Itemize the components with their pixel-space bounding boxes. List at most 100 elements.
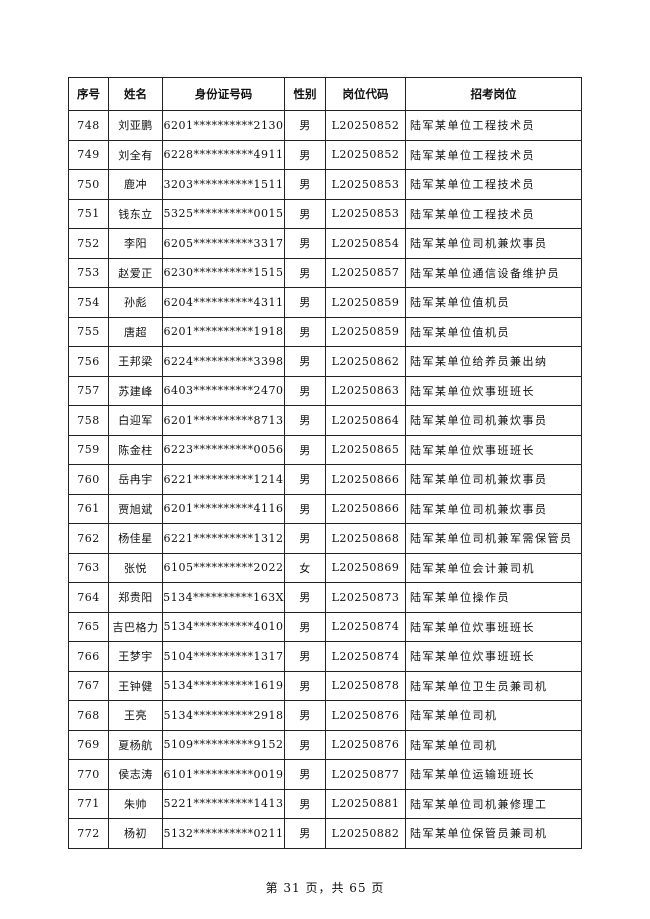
table-row: 754 孙彪 6204**********4311 男 L20250859 陆军某单位值机… (68, 287, 582, 318)
cell-name: 王邦梁 (108, 346, 163, 377)
cell-index: 766 (68, 641, 109, 672)
table-row: 760 岳冉宇 6221**********1214 男 L20250866 陆军某单位司… (68, 464, 582, 495)
table-row: 752 李阳 6205**********3317 男 L20250854 陆军某单位司机… (68, 228, 582, 259)
cell-index: 750 (68, 169, 109, 200)
cell-index: 758 (68, 405, 109, 436)
cell-position-code: L20250853 (325, 169, 406, 200)
table-row: 764 郑贵阳 5134**********163X 男 L20250873 陆军某单位操… (68, 582, 582, 613)
cell-index: 749 (68, 139, 109, 170)
cell-position-code: L20250876 (325, 729, 406, 760)
header-position: 招考岗位 (405, 77, 582, 111)
cell-position-code: L20250866 (325, 493, 406, 524)
cell-index: 768 (68, 700, 109, 731)
table-row: 763 张悦 6105**********2022 女 L20250869 陆军某单位会计… (68, 552, 582, 583)
cell-id-number: 6223**********0056 (162, 434, 285, 465)
table-row: 771 朱帅 5221**********1413 男 L20250881 陆军某单位司机… (68, 788, 582, 819)
cell-name: 杨佳星 (108, 523, 163, 554)
cell-id-number: 6201**********4116 (162, 493, 285, 524)
cell-position-code: L20250854 (325, 228, 406, 259)
cell-name: 杨初 (108, 818, 163, 849)
cell-position: 陆军某单位工程技术员 (405, 198, 582, 229)
cell-position-code: L20250865 (325, 434, 406, 465)
cell-name: 王钟健 (108, 670, 163, 701)
table-row: 770 侯志涛 6101**********0019 男 L20250877 陆军某单位运… (68, 759, 582, 790)
cell-position-code: L20250866 (325, 464, 406, 495)
cell-id-number: 5325**********0015 (162, 198, 285, 229)
header-position-code: 岗位代码 (325, 77, 406, 111)
cell-gender: 男 (284, 110, 326, 141)
cell-gender: 男 (284, 228, 326, 259)
cell-id-number: 6105**********2022 (162, 552, 285, 583)
cell-gender: 男 (284, 729, 326, 760)
header-gender: 性别 (284, 77, 326, 111)
table-row: 768 王亮 5134**********2918 男 L20250876 陆军某单位司机 (68, 700, 582, 731)
cell-id-number: 6221**********1312 (162, 523, 285, 554)
cell-id-number: 6403**********2470 (162, 375, 285, 406)
cell-index: 751 (68, 198, 109, 229)
cell-position-code: L20250878 (325, 670, 406, 701)
cell-id-number: 6101**********0019 (162, 759, 285, 790)
cell-position: 陆军某单位会计兼司机 (405, 552, 582, 583)
table-row: 757 苏建峰 6403**********2470 男 L20250863 陆军某单位炊… (68, 375, 582, 406)
cell-gender: 男 (284, 139, 326, 170)
cell-gender: 男 (284, 198, 326, 229)
cell-position-code: L20250868 (325, 523, 406, 554)
cell-index: 763 (68, 552, 109, 583)
cell-id-number: 6224**********3398 (162, 346, 285, 377)
cell-gender: 男 (284, 788, 326, 819)
cell-name: 朱帅 (108, 788, 163, 819)
cell-name: 王亮 (108, 700, 163, 731)
cell-gender: 男 (284, 493, 326, 524)
cell-name: 陈金柱 (108, 434, 163, 465)
cell-id-number: 6228**********4911 (162, 139, 285, 170)
cell-position-code: L20250869 (325, 552, 406, 583)
cell-name: 鹿冲 (108, 169, 163, 200)
cell-gender: 女 (284, 552, 326, 583)
cell-gender: 男 (284, 169, 326, 200)
cell-id-number: 6230**********1515 (162, 257, 285, 288)
cell-position: 陆军某单位司机兼炊事员 (405, 464, 582, 495)
table-row: 772 杨初 5132**********0211 男 L20250882 陆军某单位保管… (68, 818, 582, 849)
cell-position: 陆军某单位运输班班长 (405, 759, 582, 790)
table-row: 759 陈金柱 6223**********0056 男 L20250865 陆军某单位炊… (68, 434, 582, 465)
table-row: 755 唐超 6201**********1918 男 L20250859 陆军某单位值机… (68, 316, 582, 347)
cell-position: 陆军某单位工程技术员 (405, 169, 582, 200)
table-row: 762 杨佳星 6221**********1312 男 L20250868 陆军某单位司… (68, 523, 582, 554)
cell-name: 夏杨航 (108, 729, 163, 760)
cell-position: 陆军某单位司机兼炊事员 (405, 405, 582, 436)
cell-id-number: 5134**********1619 (162, 670, 285, 701)
header-id-number: 身份证号码 (162, 77, 285, 111)
cell-position-code: L20250876 (325, 700, 406, 731)
cell-id-number: 5109**********9152 (162, 729, 285, 760)
cell-name: 苏建峰 (108, 375, 163, 406)
cell-id-number: 5221**********1413 (162, 788, 285, 819)
header-name: 姓名 (108, 77, 163, 111)
cell-index: 761 (68, 493, 109, 524)
cell-position: 陆军某单位值机员 (405, 287, 582, 318)
cell-gender: 男 (284, 700, 326, 731)
cell-index: 767 (68, 670, 109, 701)
cell-gender: 男 (284, 759, 326, 790)
cell-position-code: L20250874 (325, 641, 406, 672)
cell-position: 陆军某单位炊事班班长 (405, 641, 582, 672)
cell-position-code: L20250859 (325, 287, 406, 318)
cell-index: 769 (68, 729, 109, 760)
cell-gender: 男 (284, 375, 326, 406)
cell-position: 陆军某单位司机 (405, 700, 582, 731)
cell-id-number: 3203**********1511 (162, 169, 285, 200)
cell-id-number: 5132**********0211 (162, 818, 285, 849)
cell-name: 李阳 (108, 228, 163, 259)
cell-name: 刘亚鹏 (108, 110, 163, 141)
cell-id-number: 6205**********3317 (162, 228, 285, 259)
cell-index: 762 (68, 523, 109, 554)
cell-position-code: L20250853 (325, 198, 406, 229)
cell-id-number: 5134**********163X (162, 582, 285, 613)
cell-position-code: L20250877 (325, 759, 406, 790)
cell-index: 748 (68, 110, 109, 141)
cell-position: 陆军某单位工程技术员 (405, 139, 582, 170)
cell-name: 侯志涛 (108, 759, 163, 790)
cell-position: 陆军某单位卫生员兼司机 (405, 670, 582, 701)
cell-position: 陆军某单位值机员 (405, 316, 582, 347)
cell-gender: 男 (284, 257, 326, 288)
cell-gender: 男 (284, 287, 326, 318)
